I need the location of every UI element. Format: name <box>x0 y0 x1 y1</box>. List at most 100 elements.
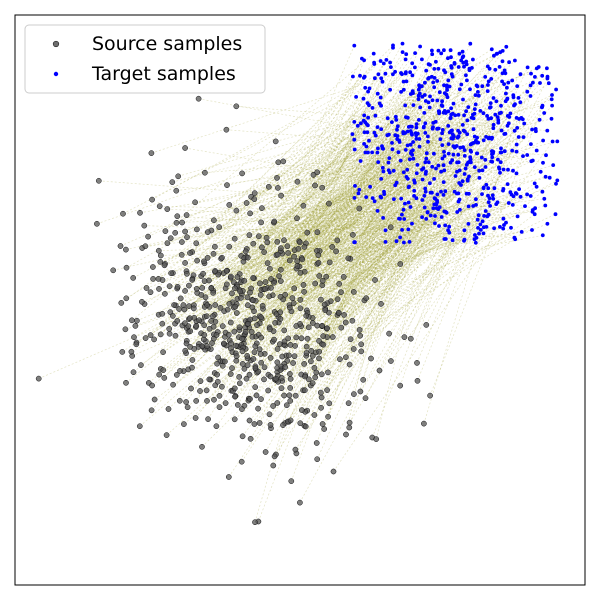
target-point <box>395 124 400 129</box>
source-point <box>216 404 223 410</box>
target-point <box>462 148 467 153</box>
source-point <box>255 233 262 240</box>
target-point <box>433 119 438 124</box>
target-point <box>393 133 398 138</box>
target-point <box>432 85 437 90</box>
target-point <box>418 105 423 110</box>
mapping-line <box>299 164 554 242</box>
mapping-line <box>359 97 514 331</box>
source-point <box>241 277 248 284</box>
mapping-line <box>239 151 472 290</box>
source-point <box>201 278 208 284</box>
mapping-line <box>243 62 391 340</box>
source-point <box>189 277 196 283</box>
source-point <box>212 302 219 308</box>
source-point <box>407 335 414 342</box>
target-point <box>510 78 515 83</box>
target-point <box>362 58 366 63</box>
target-point <box>391 168 396 173</box>
mapping-line <box>239 229 533 275</box>
mapping-line <box>276 132 450 369</box>
mapping-line <box>275 176 470 381</box>
source-point <box>244 294 251 301</box>
mapping-line <box>159 229 403 375</box>
target-point <box>439 189 443 194</box>
target-point <box>518 72 523 77</box>
mapping-line <box>282 187 495 357</box>
mapping-line <box>151 66 392 200</box>
source-point <box>350 289 357 295</box>
target-point <box>472 107 477 111</box>
target-point <box>370 106 375 110</box>
mapping-line <box>360 66 489 345</box>
target-point <box>404 79 409 84</box>
target-point <box>424 217 429 221</box>
mapping-line <box>328 94 553 204</box>
source-point <box>349 317 356 324</box>
mapping-line <box>349 169 504 423</box>
target-point <box>483 209 488 213</box>
source-point <box>173 219 180 226</box>
mapping-line <box>126 152 369 299</box>
source-point <box>267 422 274 428</box>
target-point <box>365 130 370 135</box>
source-point <box>319 184 326 191</box>
mapping-line <box>144 225 477 239</box>
source-point <box>318 394 325 401</box>
source-point <box>212 243 218 250</box>
target-point <box>411 156 416 161</box>
mapping-line <box>241 204 513 281</box>
mapping-line <box>164 149 355 379</box>
target-point <box>488 204 492 208</box>
source-point <box>262 279 269 285</box>
mapping-line <box>348 85 448 428</box>
target-point <box>465 78 469 83</box>
mapping-line <box>322 123 525 286</box>
source-point <box>378 301 384 307</box>
source-point <box>161 262 168 269</box>
mapping-line <box>299 103 516 243</box>
target-point <box>455 169 459 174</box>
target-point <box>395 127 399 132</box>
target-point <box>437 109 442 114</box>
target-point <box>376 72 381 77</box>
source-point <box>251 349 258 356</box>
source-point <box>319 421 326 427</box>
source-point <box>350 231 356 238</box>
target-point <box>534 148 539 153</box>
target-point <box>423 186 428 191</box>
source-point <box>311 364 318 371</box>
mapping-line <box>237 125 449 300</box>
target-point <box>436 48 441 53</box>
source-point <box>244 353 251 359</box>
source-point <box>225 331 232 338</box>
mapping-line <box>300 94 476 309</box>
source-point <box>193 240 200 247</box>
mapping-line <box>326 155 524 329</box>
target-point <box>417 85 422 89</box>
source-point <box>182 228 188 235</box>
mapping-line <box>207 152 373 420</box>
target-point <box>370 150 374 155</box>
mapping-line <box>167 133 418 244</box>
mapping-line <box>268 94 514 188</box>
target-point <box>401 79 406 84</box>
target-point <box>355 123 360 128</box>
source-point <box>214 360 220 367</box>
target-point <box>387 156 392 161</box>
mapping-line <box>186 166 475 216</box>
target-point <box>461 145 465 150</box>
target-point <box>508 111 513 116</box>
target-point <box>465 132 470 137</box>
target-point <box>465 178 470 183</box>
mapping-line <box>280 125 508 249</box>
target-point <box>498 225 502 229</box>
target-point <box>472 165 477 170</box>
source-point <box>189 364 195 371</box>
source-point <box>226 300 233 307</box>
source-point <box>350 346 357 352</box>
source-point <box>122 326 129 333</box>
target-point <box>446 124 451 128</box>
target-point <box>400 50 405 54</box>
